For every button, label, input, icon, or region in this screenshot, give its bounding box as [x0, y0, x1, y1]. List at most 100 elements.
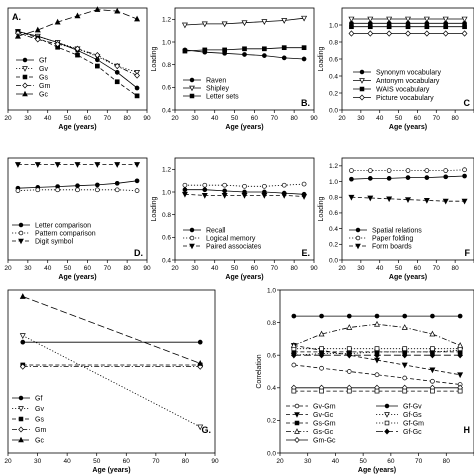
data-point [290, 342, 297, 348]
legend-marker [22, 74, 28, 80]
data-point [457, 388, 463, 394]
data-point [134, 72, 140, 79]
data-point [75, 187, 80, 193]
legend-marker [359, 86, 365, 92]
plot-frame [341, 157, 474, 261]
legend-marker [359, 94, 365, 101]
data-point [430, 313, 435, 319]
data-point [461, 16, 468, 23]
data-point [134, 162, 141, 168]
data-point [262, 53, 267, 58]
y-axis-label: Correlation [256, 354, 263, 388]
panel-label: F [465, 248, 471, 258]
series-line-gs [17, 31, 138, 97]
data-point [457, 352, 464, 359]
data-point [75, 183, 80, 189]
data-point [429, 367, 436, 374]
x-axis-label: Age (years) [358, 467, 396, 474]
data-point [114, 79, 120, 85]
data-point [134, 188, 140, 193]
data-point [261, 193, 268, 199]
y-tick-label: 0.8 [329, 39, 338, 46]
data-point [19, 363, 26, 370]
chart-panel-c: 20 30 40 50 60 70 80 Age (years) 0.0 0.2 0.4 0.6 0.8… [318, 7, 474, 131]
x-tick-label: 30 [357, 115, 365, 122]
x-tick-label: 40 [376, 115, 384, 122]
plot-frame [174, 157, 315, 261]
y-axis-label: Loading [318, 196, 325, 221]
legend-label: Gs [35, 416, 44, 423]
data-point [442, 198, 449, 205]
data-point [134, 93, 140, 99]
x-tick-label: 20 [4, 265, 12, 272]
y-tick-label: 1.0 [162, 39, 171, 46]
legend-label: Gf-Gm [403, 420, 424, 427]
data-point [386, 176, 392, 181]
panel-label: A. [12, 12, 21, 22]
y-tick-label: 0.6 [267, 353, 276, 360]
data-point [242, 46, 247, 52]
data-point [319, 313, 324, 319]
y-tick-label: 0.4 [267, 385, 276, 392]
legend-marker [189, 235, 195, 241]
x-tick-label: 40 [64, 458, 72, 465]
x-tick-label: 30 [191, 265, 199, 272]
series-line-gs-gc [293, 323, 461, 346]
y-tick-label: 0.8 [267, 320, 276, 327]
data-point [197, 424, 204, 431]
data-point [374, 346, 380, 352]
data-point [202, 182, 208, 188]
data-point [430, 378, 435, 384]
data-point [301, 181, 307, 187]
x-tick-label: 80 [291, 265, 299, 272]
data-point [114, 162, 121, 168]
data-point [374, 352, 380, 359]
legend-label: Gc [39, 91, 48, 98]
data-point [201, 21, 208, 28]
legend-marker [189, 243, 195, 250]
chart-panel-g: 20 30 40 50 60 70 80 90 Age (years) Gf Gv Gs Gm Gc G. [4, 289, 219, 474]
data-point [430, 388, 435, 394]
data-point [429, 330, 436, 337]
legend-marker [359, 69, 365, 75]
plot-frame [7, 289, 216, 454]
legend-marker [18, 230, 24, 236]
x-tick-label: 40 [211, 115, 219, 122]
data-point [197, 339, 203, 345]
panel-label: H [464, 425, 471, 435]
x-tick-label: 20 [4, 115, 12, 122]
y-tick-label: 0.4 [329, 73, 338, 80]
data-point [374, 320, 380, 327]
x-tick-label: 60 [387, 458, 395, 465]
y-axis-label: Loading [318, 46, 325, 71]
legend-marker [189, 93, 195, 99]
x-tick-label: 30 [34, 458, 42, 465]
data-point [386, 168, 392, 173]
data-point [94, 6, 101, 12]
data-point [348, 16, 355, 23]
x-tick-label: 20 [171, 115, 179, 122]
data-point [281, 193, 288, 199]
chart-panel-h: 20 30 40 50 60 70 80 Age (years) 0.0 0.2 0.4 0.6 0.8… [256, 287, 474, 474]
data-point [367, 24, 373, 30]
x-axis-label: Age (years) [58, 274, 96, 281]
data-point [367, 30, 374, 37]
y-tick-label: 0.8 [162, 212, 171, 219]
data-point [74, 162, 81, 168]
legend-label: Gf [39, 57, 46, 64]
data-point [281, 55, 287, 61]
y-tick-label: 0.0 [329, 107, 338, 114]
legend-label: Letter comparison [35, 222, 91, 229]
x-tick-label: 70 [271, 115, 279, 122]
legend-label: Gs-Gc [313, 429, 334, 436]
legend-marker [384, 412, 390, 418]
legend-label: Gf-Gs [403, 412, 422, 419]
data-point [386, 30, 393, 37]
data-point [181, 22, 188, 29]
x-tick-label: 70 [152, 458, 160, 465]
data-point [114, 69, 120, 75]
data-point [402, 313, 408, 319]
y-tick-label: 0.6 [162, 85, 171, 92]
plot-frame [279, 289, 474, 454]
